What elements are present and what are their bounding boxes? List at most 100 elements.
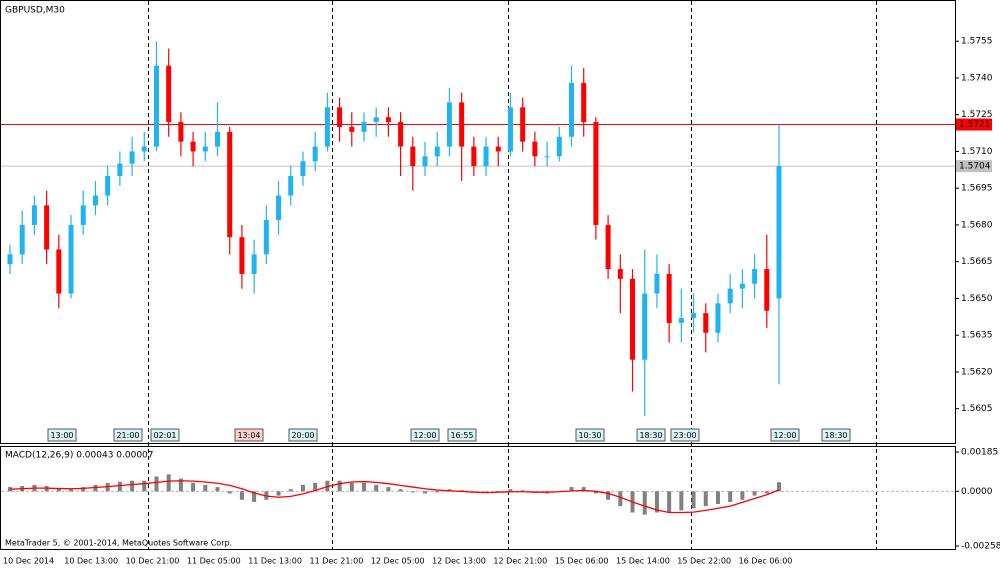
y-tick-label: 1.5605 bbox=[961, 404, 993, 414]
candle-body bbox=[385, 117, 391, 123]
candle-body bbox=[752, 269, 758, 284]
event-label: 02:01 bbox=[153, 431, 176, 440]
event-box bbox=[770, 428, 800, 442]
macd-bar bbox=[764, 491, 769, 494]
candle-body bbox=[666, 273, 672, 323]
candle-body bbox=[495, 146, 501, 152]
candle-body bbox=[532, 141, 538, 157]
event-label: 12:00 bbox=[413, 431, 436, 440]
candle-body bbox=[276, 195, 282, 221]
y-tick-label: 1.5740 bbox=[961, 73, 993, 83]
macd-bar bbox=[728, 491, 733, 502]
event-label: 21:00 bbox=[116, 431, 139, 440]
macd-bar bbox=[349, 482, 354, 492]
macd-bar bbox=[398, 489, 403, 492]
candle-body bbox=[324, 107, 330, 147]
candle-body bbox=[422, 156, 428, 167]
y-tick-label: 1.5665 bbox=[961, 257, 993, 267]
x-tick-label: 15 Dec 14:00 bbox=[616, 557, 670, 566]
y-tick-label: -0.00258 bbox=[961, 542, 1000, 552]
event-label: 10:30 bbox=[578, 431, 601, 440]
candle-body bbox=[288, 175, 294, 196]
y-tick-label: 0.0000 bbox=[961, 487, 993, 497]
event-label: 18:30 bbox=[639, 431, 662, 440]
y-tick-label: 1.5620 bbox=[961, 367, 993, 377]
event-label: 20:00 bbox=[291, 431, 314, 440]
macd-bar bbox=[618, 491, 623, 507]
macd-bar bbox=[410, 491, 415, 493]
macd-bar bbox=[667, 491, 672, 513]
candle-body bbox=[703, 313, 709, 333]
candle-body bbox=[92, 195, 98, 206]
macd-bar bbox=[703, 491, 708, 507]
macd-bar bbox=[423, 491, 428, 494]
y-tick-label: 1.5635 bbox=[961, 331, 993, 341]
event-box bbox=[670, 428, 700, 442]
event-box bbox=[410, 428, 440, 442]
event-label: 16:55 bbox=[450, 431, 473, 440]
x-tick-label: 12 Dec 13:00 bbox=[432, 557, 486, 566]
macd-bar bbox=[69, 489, 74, 492]
y-tick-label: 1.5725 bbox=[961, 110, 993, 120]
price-label-box bbox=[956, 118, 992, 131]
macd-bar bbox=[361, 482, 366, 492]
macd-bar bbox=[386, 487, 391, 492]
macd-bar bbox=[154, 476, 159, 492]
macd-bar bbox=[288, 489, 293, 492]
y-tick-label: 1.5650 bbox=[961, 294, 993, 304]
candle-body bbox=[44, 205, 50, 250]
event-label: 12:00 bbox=[773, 431, 796, 440]
macd-bar bbox=[484, 491, 489, 492]
x-tick-label: 16 Dec 06:00 bbox=[739, 557, 793, 566]
candle-body bbox=[178, 122, 184, 142]
candle-body bbox=[312, 146, 318, 162]
macd-bar bbox=[679, 491, 684, 511]
candle-body bbox=[520, 107, 526, 142]
candle-body bbox=[153, 65, 159, 147]
price-label-box bbox=[956, 160, 992, 173]
candle-body bbox=[642, 293, 648, 360]
macd-bar bbox=[56, 489, 61, 492]
macd-bar bbox=[300, 484, 305, 492]
y-tick-label: 1.5755 bbox=[961, 37, 993, 47]
candle-body bbox=[630, 278, 636, 360]
event-label: 13:04 bbox=[237, 431, 260, 440]
macd-bar bbox=[252, 491, 257, 502]
macd-bar bbox=[606, 491, 611, 500]
macd-bar bbox=[117, 481, 122, 492]
candle-body bbox=[166, 65, 172, 123]
macd-bar bbox=[569, 487, 574, 492]
candle-body bbox=[410, 146, 416, 167]
event-box bbox=[288, 428, 318, 442]
candle-body bbox=[190, 141, 196, 152]
y-tick-label: 0.00185 bbox=[961, 448, 998, 458]
x-tick-label: 11 Dec 13:00 bbox=[248, 557, 302, 566]
macd-bar bbox=[374, 484, 379, 492]
candle-body bbox=[471, 146, 477, 167]
candle-body bbox=[141, 146, 147, 152]
candle-body bbox=[227, 131, 233, 238]
candle-body bbox=[483, 146, 489, 167]
signal-line bbox=[9, 480, 780, 514]
y-tick-label: 1.5695 bbox=[961, 184, 993, 194]
macd-bar bbox=[81, 487, 86, 492]
x-tick-label: 12 Dec 05:00 bbox=[371, 557, 425, 566]
macd-bar bbox=[520, 490, 525, 492]
macd-bar bbox=[508, 489, 513, 492]
x-tick-label: 11 Dec 05:00 bbox=[187, 557, 241, 566]
macd-panel bbox=[0, 446, 956, 550]
candle-body bbox=[117, 163, 123, 176]
candle-body bbox=[617, 269, 623, 279]
x-tick-label: 10 Dec 21:00 bbox=[126, 557, 180, 566]
macd-bar bbox=[227, 491, 232, 494]
event-box bbox=[447, 428, 477, 442]
candle-body bbox=[776, 166, 782, 299]
event-box bbox=[636, 428, 666, 442]
footer: MetaTrader 5, © 2001-2014, MetaQuotes So… bbox=[5, 539, 232, 548]
candle-body bbox=[361, 122, 367, 132]
candle-body bbox=[434, 146, 440, 157]
candle-body bbox=[581, 82, 587, 123]
y-tick-label: 1.5680 bbox=[961, 220, 993, 230]
event-box bbox=[150, 428, 180, 442]
